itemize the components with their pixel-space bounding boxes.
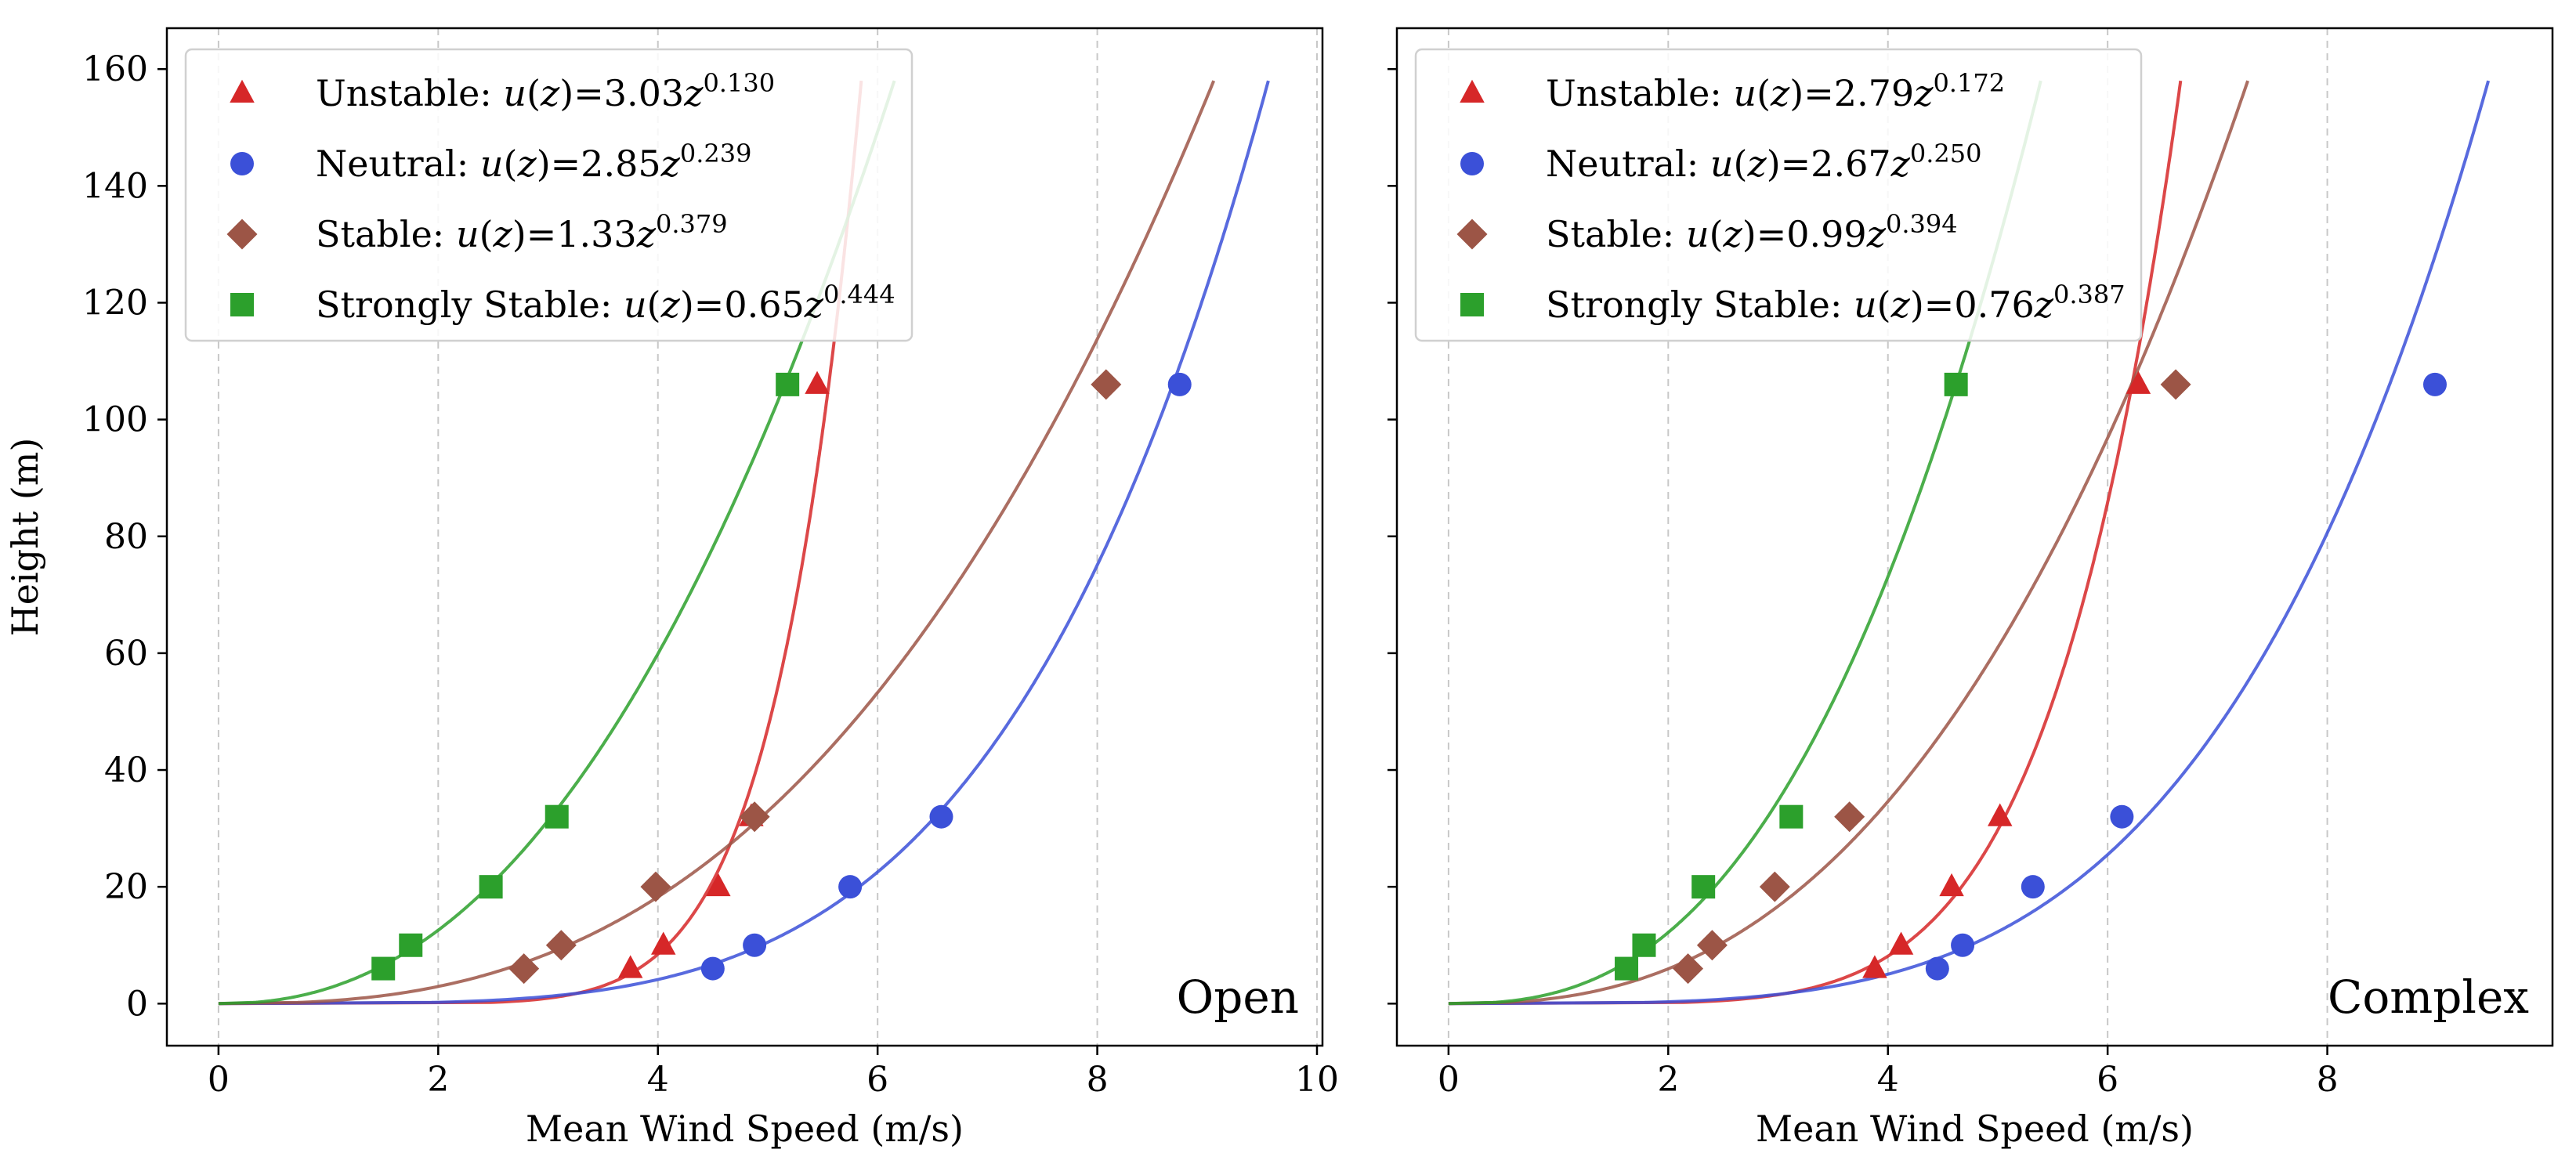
x-tick-label: 4 <box>1877 1060 1899 1100</box>
data-point-unstable <box>1888 931 1914 955</box>
data-point-strongly-stable <box>1944 372 1968 396</box>
data-point-stable <box>545 930 577 961</box>
y-tick-label: 100 <box>82 400 148 440</box>
x-tick-label: 2 <box>1657 1060 1679 1100</box>
legend-marker-neutral <box>1460 152 1484 175</box>
legend-box <box>184 48 914 342</box>
data-point-strongly-stable <box>545 804 569 829</box>
data-point-strongly-stable <box>479 875 503 899</box>
y-tick-label: 60 <box>104 634 148 674</box>
x-tick-label: 4 <box>647 1060 669 1100</box>
data-point-neutral <box>929 804 953 829</box>
data-point-neutral <box>2021 875 2045 899</box>
y-tick-label: 0 <box>126 984 148 1024</box>
legend: Unstable: u(z)=2.79z0.172 Neutral: u(z)=2… <box>1414 48 2143 342</box>
legend-marker-stable <box>226 219 258 250</box>
data-point-strongly-stable <box>1615 956 1639 981</box>
data-point-stable <box>508 953 540 985</box>
legend-marker-unstable <box>230 79 255 103</box>
data-point-strongly-stable <box>371 956 396 981</box>
data-point-neutral <box>1167 372 1192 396</box>
data-point-stable <box>1091 369 1122 400</box>
legend: Unstable: u(z)=3.03z0.130 Neutral: u(z)=2… <box>184 48 914 342</box>
data-point-stable <box>2160 369 2191 400</box>
data-point-strongly-stable <box>1691 875 1716 899</box>
data-point-neutral <box>700 956 725 981</box>
legend-marker-strongly-stable <box>230 293 254 316</box>
legend-marker-unstable <box>1460 79 1485 103</box>
legend-label-strongly-stable: Strongly Stable: u(z)=0.76z0.387 <box>1546 280 2126 326</box>
y-tick-label: 160 <box>82 49 148 89</box>
legend-label-stable: Stable: u(z)=0.99z0.394 <box>1546 209 1958 255</box>
data-point-neutral <box>1925 956 1949 981</box>
legend-marker-strongly-stable <box>1460 293 1484 316</box>
data-point-stable <box>1759 871 1790 902</box>
x-axis-label: Mean Wind Speed (m/s) <box>1756 1108 2194 1150</box>
legend-marker-neutral <box>230 152 254 175</box>
legend-label-stable: Stable: u(z)=1.33z0.379 <box>316 209 728 255</box>
data-point-unstable <box>1939 873 1964 897</box>
data-point-stable <box>739 801 770 833</box>
x-tick-label: 6 <box>867 1060 888 1100</box>
data-point-unstable <box>805 370 830 394</box>
y-tick-label: 40 <box>104 750 148 790</box>
legend-box <box>1414 48 2143 342</box>
panel-label: Complex <box>2328 970 2529 1024</box>
y-tick-label: 20 <box>104 867 148 907</box>
data-point-neutral <box>1951 933 1975 957</box>
legend-label-strongly-stable: Strongly Stable: u(z)=0.65z0.444 <box>316 280 895 326</box>
legend-label-unstable: Unstable: u(z)=3.03z0.130 <box>316 68 775 114</box>
x-tick-label: 6 <box>2097 1060 2118 1100</box>
y-tick-label: 80 <box>104 517 148 557</box>
data-point-strongly-stable <box>776 372 800 396</box>
y-tick-label: 140 <box>82 166 148 206</box>
legend-marker-stable <box>1456 219 1488 250</box>
data-point-stable <box>640 871 671 902</box>
legend-label-neutral: Neutral: u(z)=2.67z0.250 <box>1546 139 1981 185</box>
data-point-neutral <box>2110 804 2134 829</box>
panel-complex: 0 2 4 6 8 Mean Wind Speed (m/s) Complex Unstabl… <box>1387 27 2554 1150</box>
x-tick-label: 2 <box>427 1060 449 1100</box>
data-point-stable <box>1696 930 1728 961</box>
data-point-neutral <box>838 875 863 899</box>
x-tick-label: 0 <box>208 1060 230 1100</box>
y-axis-label: Height (m) <box>4 438 46 637</box>
data-point-unstable <box>650 931 676 955</box>
data-point-unstable <box>617 955 643 978</box>
x-tick-label: 8 <box>2317 1060 2339 1100</box>
x-tick-label: 10 <box>1295 1060 1339 1100</box>
x-tick-label: 0 <box>1438 1060 1460 1100</box>
data-point-stable <box>1673 953 1704 985</box>
x-axis-label: Mean Wind Speed (m/s) <box>526 1108 964 1150</box>
plot-area <box>218 80 1270 1006</box>
data-point-neutral <box>743 933 767 957</box>
data-point-neutral <box>2422 372 2447 396</box>
data-point-unstable <box>1987 803 2013 826</box>
data-point-strongly-stable <box>1779 804 1804 829</box>
data-point-strongly-stable <box>1632 933 1656 957</box>
legend-label-neutral: Neutral: u(z)=2.85z0.239 <box>316 139 751 185</box>
data-point-unstable <box>1862 955 1887 978</box>
data-point-stable <box>1834 801 1865 833</box>
panel-label: Open <box>1177 970 1299 1024</box>
data-point-unstable <box>2126 370 2151 394</box>
x-tick-label: 8 <box>1087 1060 1109 1100</box>
data-point-unstable <box>706 873 731 897</box>
legend-label-unstable: Unstable: u(z)=2.79z0.172 <box>1546 68 2005 114</box>
data-point-strongly-stable <box>399 933 423 957</box>
y-tick-label: 120 <box>82 283 148 323</box>
